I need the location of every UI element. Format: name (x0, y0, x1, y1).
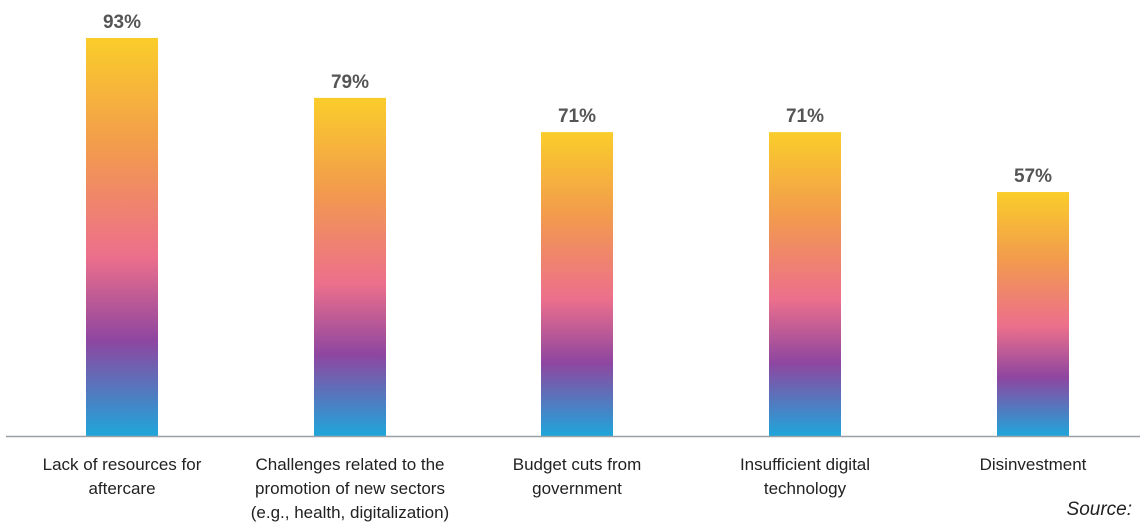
value-label-2: 79% (331, 72, 369, 93)
value-label-1: 93% (103, 12, 141, 33)
category-label-line: Lack of resources for (43, 455, 202, 474)
bar-3 (541, 132, 613, 436)
category-label-5: Disinvestment (980, 455, 1087, 474)
category-labels-layer: Lack of resources for aftercare Challenges… (43, 455, 1087, 522)
value-label-3: 71% (558, 106, 596, 127)
category-label-line: technology (764, 479, 847, 498)
value-label-4: 71% (786, 106, 824, 127)
bar-5 (997, 192, 1069, 436)
bar-2 (314, 97, 386, 436)
bar-1 (86, 37, 158, 437)
category-label-4: Insufficient digital technology (740, 455, 870, 498)
value-label-5: 57% (1014, 166, 1052, 187)
category-label-1: Lack of resources for aftercare (43, 455, 202, 498)
value-labels-layer: 93% 79% 71% 71% 57% (103, 12, 1052, 187)
category-label-line: promotion of new sectors (255, 479, 445, 498)
category-label-line: Disinvestment (980, 455, 1087, 474)
bars-layer (86, 37, 1069, 437)
category-label-line: (e.g., health, digitalization) (251, 503, 449, 522)
category-label-3: Budget cuts from government (513, 455, 642, 498)
category-label-line: Insufficient digital (740, 455, 870, 474)
source-note: Source: (1066, 499, 1132, 520)
bar-4 (769, 132, 841, 436)
category-label-2: Challenges related to the promotion of ne… (251, 455, 449, 522)
category-label-line: government (532, 479, 622, 498)
category-label-line: Challenges related to the (255, 455, 444, 474)
category-label-line: aftercare (88, 479, 155, 498)
category-label-line: Budget cuts from (513, 455, 642, 474)
